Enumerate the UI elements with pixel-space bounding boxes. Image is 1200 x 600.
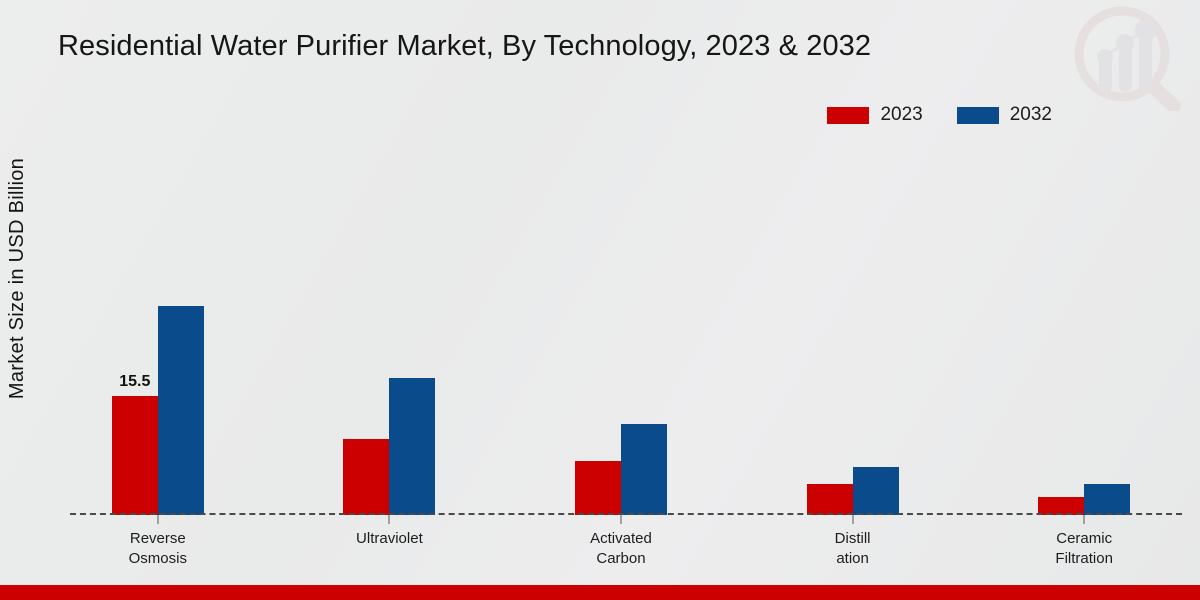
bar-2032-reverse-osmosis[interactable]	[157, 306, 204, 515]
category-label-line1: Distill	[834, 530, 871, 547]
category-label-line2: ation	[836, 550, 869, 568]
category-label-line1: Ultraviolet	[356, 530, 423, 547]
bar-2023-ceramic-filtration[interactable]	[1038, 497, 1085, 515]
footer-accent-bar	[0, 585, 1200, 600]
category-label-line2: Osmosis	[128, 550, 187, 568]
legend-swatch-2023	[827, 106, 870, 124]
watermark-logo	[1074, 6, 1181, 111]
axis-tick	[620, 515, 622, 524]
legend-swatch-2032	[956, 106, 999, 124]
category-label-line1: Activated	[590, 530, 652, 547]
category-label-ultraviolet: Ultraviolet	[356, 529, 423, 549]
bar-group-ultraviolet: Ultraviolet	[274, 130, 506, 547]
bars	[806, 467, 899, 515]
category-label-line1: Reverse	[129, 530, 186, 547]
bar-groups: 15.5 Reverse Osmosis Ultraviolet	[42, 130, 1200, 567]
bar-group-distillation: Distill ation	[737, 130, 969, 567]
bar-2032-distillation[interactable]	[852, 467, 899, 515]
legend-item-2032[interactable]: 2032	[956, 104, 1052, 126]
x-axis-baseline	[70, 513, 1182, 515]
bar-group-reverse-osmosis: 15.5 Reverse Osmosis	[42, 130, 274, 567]
category-label-ceramic-filtration: Ceramic Filtration	[1055, 529, 1113, 570]
category-label-reverse-osmosis: Reverse Osmosis	[129, 529, 187, 570]
legend-label-2023: 2023	[880, 104, 923, 125]
axis-tick	[1083, 515, 1085, 524]
category-label-distillation: Distill ation	[835, 529, 871, 570]
bars	[574, 424, 667, 515]
axis-tick	[852, 515, 854, 524]
bars	[343, 378, 436, 515]
bar-2032-activated-carbon[interactable]	[620, 424, 667, 515]
bar-2023-reverse-osmosis[interactable]: 15.5	[111, 373, 158, 515]
bar-2032-ceramic-filtration[interactable]	[1084, 484, 1131, 515]
bar-2023-ultraviolet[interactable]	[343, 439, 390, 515]
plot-area: 15.5 Reverse Osmosis Ultraviolet	[42, 130, 1200, 567]
legend-label-2032: 2032	[1009, 104, 1052, 125]
y-axis-title: Market Size in USD Billion	[0, 0, 38, 600]
bars: 15.5	[111, 306, 204, 515]
bar-2023-distillation[interactable]	[806, 484, 853, 515]
category-label-activated-carbon: Activated Carbon	[590, 529, 652, 570]
legend-item-2023[interactable]: 2023	[827, 104, 923, 126]
y-axis-title-text: Market Size in USD Billion	[6, 157, 29, 399]
bar-group-ceramic-filtration: Ceramic Filtration	[968, 130, 1200, 567]
chart-legend: 2023 2032	[827, 104, 1052, 126]
bar-value-label: 15.5	[119, 373, 151, 390]
axis-tick	[388, 515, 390, 524]
category-label-line2: Carbon	[596, 550, 646, 568]
bar-2032-ultraviolet[interactable]	[389, 378, 436, 515]
bar-group-activated-carbon: Activated Carbon	[505, 130, 737, 567]
axis-tick	[157, 515, 159, 524]
bars	[1038, 484, 1131, 515]
chart-title: Residential Water Purifier Market, By Te…	[58, 30, 872, 62]
bar-2023-activated-carbon[interactable]	[574, 461, 621, 515]
category-label-line1: Ceramic	[1056, 530, 1113, 547]
category-label-line2: Filtration	[1055, 550, 1113, 568]
